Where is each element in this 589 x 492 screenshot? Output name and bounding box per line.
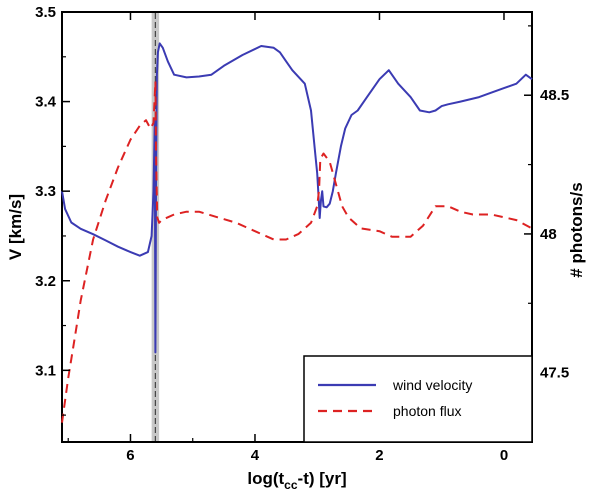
legend-label-photon-flux: photon flux xyxy=(393,403,462,419)
x-axis-title-sub: cc xyxy=(284,478,298,492)
legend-box xyxy=(303,355,533,443)
x-axis-title: log(tcc-t) [yr] xyxy=(247,469,346,492)
y-left-tick-label: 3.4 xyxy=(35,94,57,111)
y-right-tick-label: 48 xyxy=(540,226,557,243)
x-tick-label: 4 xyxy=(251,447,260,464)
y-left-tick-label: 3.1 xyxy=(35,362,56,379)
y-right-tick-label: 47.5 xyxy=(540,365,569,382)
x-tick-label: 2 xyxy=(375,447,383,464)
x-axis-title-rest: -t) [yr] xyxy=(298,469,347,488)
y-left-tick-label: 3.2 xyxy=(35,273,56,290)
y-right-tick-label: 48.5 xyxy=(540,87,569,104)
y-axis-right-title: # photons/s xyxy=(567,182,586,277)
y-left-tick-label: 3.5 xyxy=(35,4,56,21)
svg-text:log(tcc-t) [yr]: log(tcc-t) [yr] xyxy=(247,469,346,492)
series-line-photon-flux xyxy=(61,80,533,423)
plot-area: 6 4 2 0 3.1 3.2 3.3 3.4 3.5 47.5 48 48.5 xyxy=(35,4,569,464)
x-tick-label: 6 xyxy=(126,447,134,464)
series-layer xyxy=(61,42,533,423)
y-left-tick-label: 3.3 xyxy=(35,183,56,200)
tick-layer: 6 4 2 0 3.1 3.2 3.3 3.4 3.5 47.5 48 48.5 xyxy=(35,4,569,464)
series-line-wind-velocity xyxy=(61,42,533,354)
legend-label-wind-velocity: wind velocity xyxy=(392,377,472,393)
y-axis-left-title: V [km/s] xyxy=(6,194,25,260)
x-tick-label: 0 xyxy=(500,447,508,464)
legend: wind velocity photon flux xyxy=(303,355,533,443)
x-axis-title-main: log(t xyxy=(247,469,284,488)
